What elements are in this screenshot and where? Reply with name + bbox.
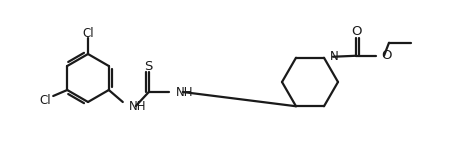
Text: NH: NH [129,99,146,112]
Text: S: S [145,59,153,73]
Text: O: O [352,25,362,38]
Text: Cl: Cl [82,26,94,40]
Text: Cl: Cl [39,95,51,107]
Text: O: O [381,49,392,62]
Text: NH: NH [176,86,193,99]
Text: N: N [330,50,339,63]
